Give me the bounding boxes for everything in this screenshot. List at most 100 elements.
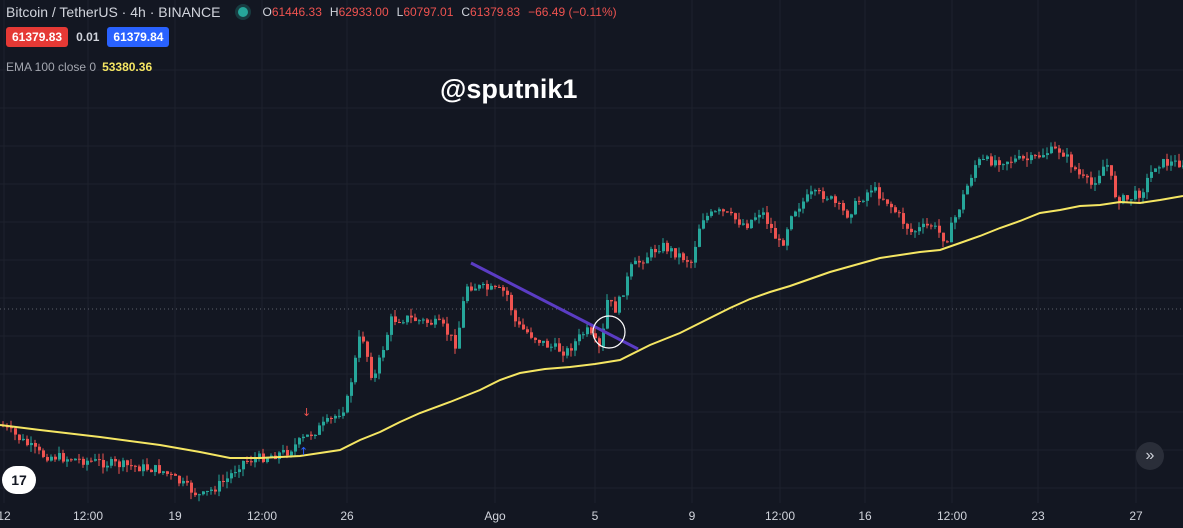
time-axis-label: 9 (688, 509, 696, 523)
scroll-to-realtime-button[interactable]: » (1136, 442, 1164, 470)
candle (86, 460, 89, 465)
price-chart-canvas[interactable]: ↓ ↑ (0, 0, 1183, 503)
candle (858, 200, 861, 202)
candle (642, 262, 645, 264)
candle (322, 421, 325, 426)
candle (890, 203, 893, 208)
candle (386, 334, 389, 350)
candle (742, 223, 745, 225)
candle (1094, 183, 1097, 185)
close-value: 61379.83 (470, 5, 521, 19)
time-axis-label: 12:00 (936, 509, 968, 523)
breakout-circle[interactable] (592, 315, 626, 349)
candle (1006, 161, 1009, 165)
candle (338, 415, 341, 417)
candle (430, 322, 433, 325)
candle (798, 208, 801, 212)
candle (1042, 155, 1045, 158)
candle (874, 187, 877, 191)
candle (454, 335, 457, 349)
candle (1102, 166, 1105, 176)
candle (226, 478, 229, 483)
candle (198, 494, 201, 496)
candle (990, 156, 993, 166)
candle (878, 187, 881, 199)
candle (966, 185, 969, 195)
high-label: H (329, 5, 339, 19)
candle (486, 283, 489, 290)
candle (978, 159, 981, 166)
candle (1138, 190, 1141, 198)
candle (1122, 195, 1125, 204)
time-axis-label: 23 (1031, 509, 1045, 523)
candle (1050, 146, 1053, 154)
candle (1074, 167, 1077, 170)
candle (138, 466, 141, 472)
candle (606, 299, 609, 329)
candle (258, 453, 261, 459)
candle (250, 461, 253, 463)
candle (442, 319, 445, 324)
candle (134, 465, 137, 467)
candle (1038, 155, 1041, 158)
indicator-legend[interactable]: EMA 100 close 0 53380.36 (6, 60, 152, 74)
candle (390, 316, 393, 335)
candle (970, 177, 973, 186)
time-axis[interactable]: 12 12:00 19 12:00 26 Ago 5 9 12:00 16 12:00 23 27 (0, 503, 1183, 528)
time-axis-label: 16 (858, 509, 872, 523)
candle (346, 395, 349, 413)
candle (1098, 175, 1101, 184)
candle (954, 217, 957, 223)
candle (1066, 154, 1069, 157)
trendline[interactable] (470, 261, 639, 351)
candle (718, 209, 721, 212)
candle (554, 343, 557, 347)
candle (638, 260, 641, 263)
candle (810, 191, 813, 195)
candle (926, 223, 929, 226)
candle (118, 461, 121, 468)
candle (678, 253, 681, 258)
candle (38, 446, 41, 451)
candle (894, 207, 897, 213)
candle (298, 438, 301, 445)
sell-button[interactable]: 61379.83 (6, 27, 69, 47)
market-status-icon (238, 7, 249, 17)
candle (682, 253, 685, 261)
candle (14, 428, 17, 435)
candle (122, 460, 125, 468)
buy-button[interactable]: 61379.84 (107, 27, 170, 47)
candle (530, 332, 533, 338)
candle (254, 458, 257, 463)
candle (962, 194, 965, 210)
trade-prices: 61379.83 0.01 61379.84 (6, 27, 170, 47)
candle (666, 242, 669, 252)
candle (1086, 175, 1089, 178)
candle (546, 340, 549, 348)
candle (90, 460, 93, 462)
candle (358, 336, 361, 358)
candle (230, 473, 233, 479)
symbol-title[interactable]: Bitcoin / TetherUS · 4h · BINANCE (6, 4, 221, 20)
candle (282, 449, 285, 453)
tradingview-logo-icon[interactable]: 17 (2, 466, 36, 494)
candle (910, 228, 913, 233)
low-value: 60797.01 (403, 5, 454, 19)
candle (302, 436, 305, 439)
candle (722, 209, 725, 212)
candle (10, 426, 13, 429)
indicator-label[interactable]: EMA 100 close 0 (6, 60, 97, 74)
candle (750, 219, 753, 229)
candle (950, 222, 953, 243)
candle (42, 450, 45, 457)
candle (726, 211, 729, 213)
candle (618, 296, 621, 313)
candle (182, 480, 185, 484)
candle (366, 341, 369, 357)
candle (930, 225, 933, 227)
candle (142, 464, 145, 472)
candle (654, 248, 657, 253)
candle (438, 318, 441, 320)
candle (938, 225, 941, 233)
candle (242, 460, 245, 470)
